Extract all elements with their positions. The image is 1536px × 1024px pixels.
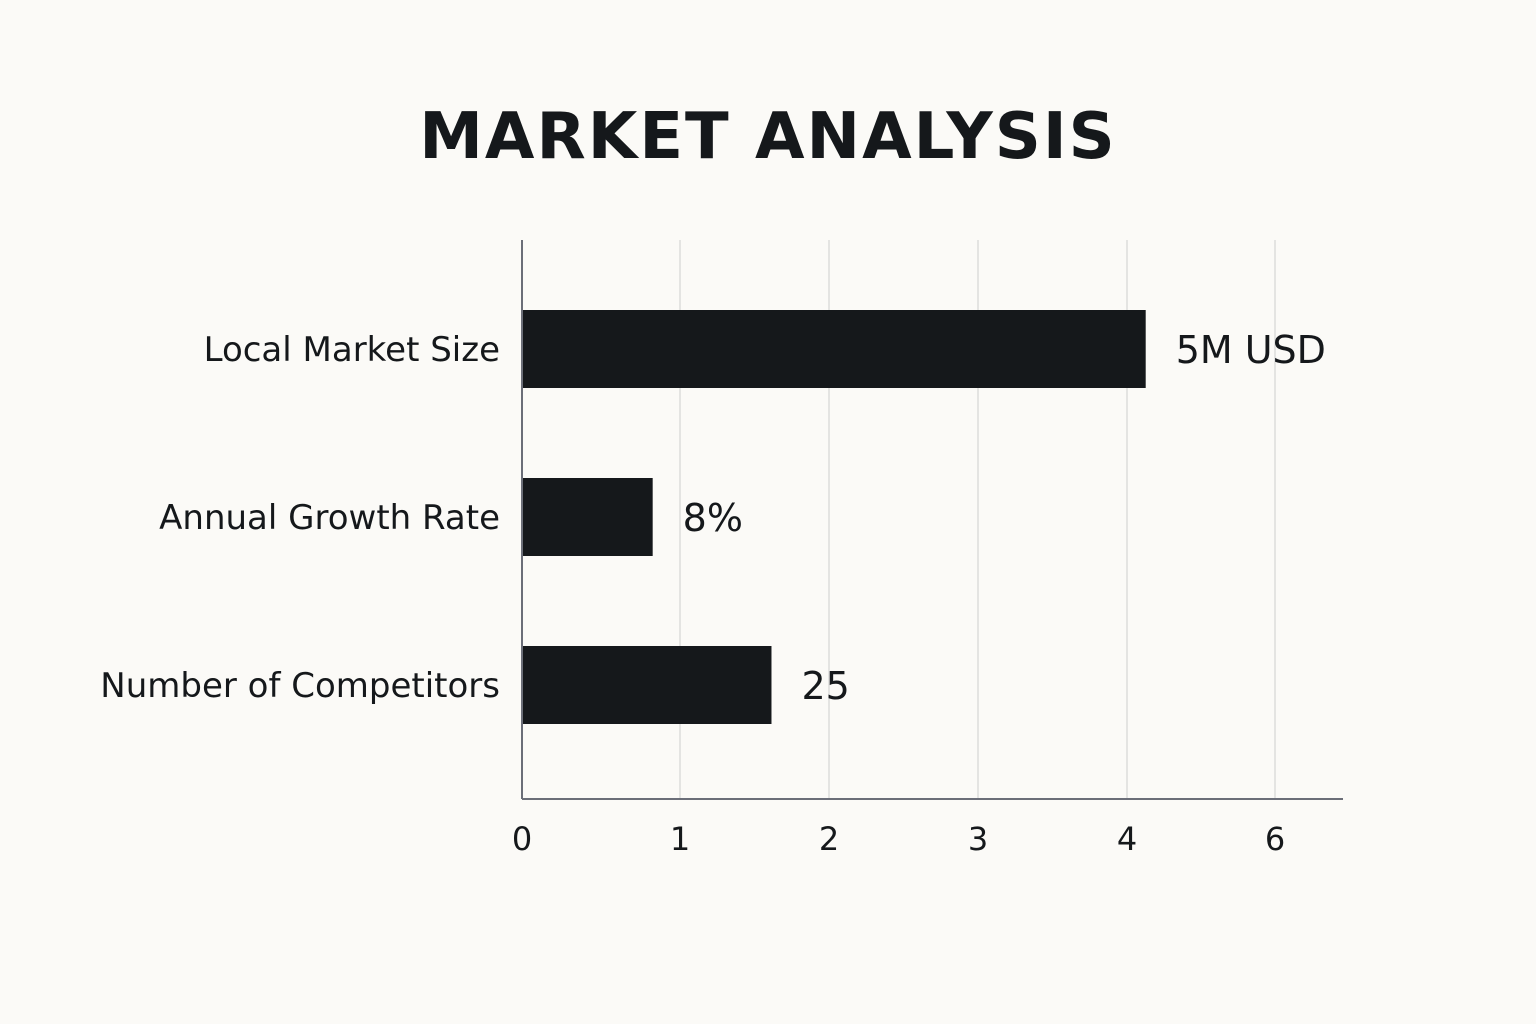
x-tick-label: 4 [1117, 820, 1137, 858]
bar [522, 646, 772, 724]
x-tick-label: 2 [819, 820, 839, 858]
bar [522, 310, 1146, 388]
category-label: Local Market Size [204, 330, 500, 370]
x-tick-label: 0 [512, 820, 532, 858]
x-tick-label: 1 [670, 820, 690, 858]
x-tick-label: 6 [1265, 820, 1285, 858]
data-label: 8% [683, 496, 743, 540]
labels: 0 1 2 3 4 6 Local Market Size 5M USD Annual Grow… [100, 328, 1326, 858]
bar [522, 478, 653, 556]
category-label: Number of Competitors [100, 666, 500, 706]
x-tick-label: 3 [968, 820, 988, 858]
chart-title: MARKET ANALYSIS [419, 100, 1117, 174]
bars [522, 310, 1146, 724]
data-label: 25 [801, 664, 849, 708]
axes [521, 240, 1343, 800]
category-label: Annual Growth Rate [159, 498, 500, 538]
data-label: 5M USD [1176, 328, 1326, 372]
